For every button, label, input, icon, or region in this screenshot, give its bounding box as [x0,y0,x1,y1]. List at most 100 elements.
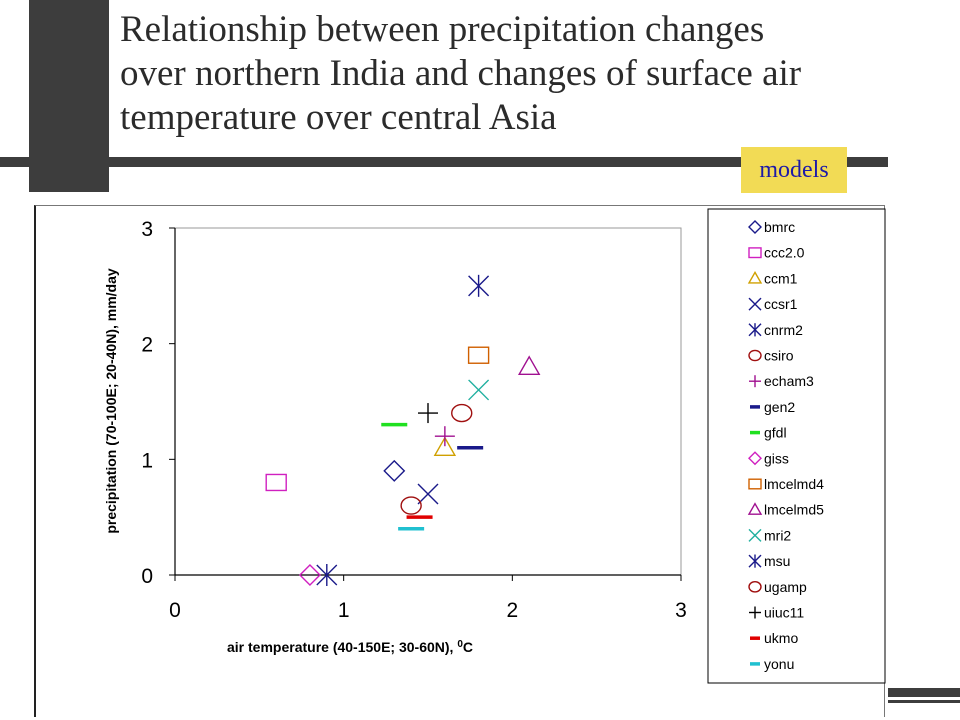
legend-label: ugamp [764,579,807,595]
legend-label: gfdl [764,425,787,441]
legend-item: uiuc11 [749,605,804,621]
x-marker-stroke [417,483,439,505]
data-point-msu [316,564,338,586]
x-tick-label: 0 [169,599,181,622]
x-marker-stroke [468,379,490,401]
x-tick-label: 1 [338,599,350,622]
circle-marker [451,403,473,423]
legend-item: ugamp [748,579,807,595]
models-badge: models [741,147,847,193]
scatter-chart: 0 1 2 3 0 1 2 3 air temperature (40-150E; 30-6… [103,208,886,684]
y-tick-label: 2 [141,334,153,357]
triangle-marker [747,270,763,284]
square-marker [467,346,490,364]
slide-title: Relationship between precipitation chang… [120,8,940,140]
legend-label: lmcelmd5 [764,502,824,518]
legend-item: ccsr1 [748,296,798,312]
data-point-giss [298,564,321,586]
legend-label: ccc2.0 [764,245,805,261]
diamond-marker [748,220,762,234]
y-axis-label: precipitation (70-100E; 20-40N), mm/day [103,268,119,534]
slide-title-line: temperature over central Asia [120,97,557,138]
legend-item: yonu [750,656,794,672]
legend-marker [748,220,762,234]
square-marker [748,478,762,490]
y-tick-label: 1 [141,449,153,472]
legend-item: gfdl [750,425,787,441]
legend-label: gen2 [764,399,795,415]
plot-border [174,227,682,576]
data-point-ccc2-0 [265,473,287,492]
x-axis-label-main: air temperature (40-150E; 30-60N), [227,639,457,655]
data-point-ugamp [400,496,422,515]
data-point-ccm1 [433,436,457,456]
plot-area [174,227,682,576]
x-axis-label-unit: C [463,639,473,655]
x-axis-label: air temperature (40-150E; 30-60N), 0C [227,639,473,656]
data-point-bmrc [383,459,406,482]
legend-item: mri2 [748,527,791,543]
chart-frame: 0 1 2 3 0 1 2 3 air temperature (40-150E; 30-6… [34,205,886,717]
legend-item: msu [748,553,790,569]
decorative-line-bottom [888,688,960,697]
square-marker [748,247,762,259]
legend-label: giss [764,450,789,466]
legend-label: lmcelmd4 [764,476,824,492]
square-marker [265,473,287,492]
diamond-marker [748,451,762,466]
legend-marker [747,502,763,515]
y-tick-label: 3 [141,218,153,241]
circle-marker [748,349,762,362]
legend-label: ccm1 [764,270,798,286]
legend-marker [748,349,762,362]
legend-item: bmrc [748,219,795,235]
legend-marker [748,323,762,337]
diamond-marker [383,459,406,482]
legend-item: csiro [748,348,794,364]
x-tick-label: 3 [675,599,687,622]
x-marker-stroke [748,528,762,542]
legend-label: yonu [764,656,794,672]
legend-item: gen2 [750,399,795,415]
data-point-echam3 [434,426,455,447]
legend-marker [748,297,762,311]
legend-label: bmrc [764,219,795,235]
legend-item: lmcelmd5 [747,502,824,518]
legend-item: ukmo [750,630,798,646]
diamond-marker [298,564,321,586]
legend-marker [749,375,761,388]
data-point-uiuc11 [418,403,438,424]
triangle-marker [747,502,763,515]
legend-marker [747,270,763,284]
data-point-lmcelmd4 [467,346,490,364]
legend-marker [748,554,762,568]
data-point-mri2 [468,379,490,401]
legend-item: ccc2.0 [748,245,805,261]
legend-item: echam3 [749,373,814,389]
legend-label: csiro [764,348,794,364]
legend-label: cnrm2 [764,322,803,338]
legend-item: lmcelmd4 [748,476,824,492]
decorative-line-bottom-thin [888,700,960,703]
x-axis-ticks: 0 1 2 3 [169,574,687,622]
legend-box [707,208,886,684]
slide-title-line: Relationship between precipitation chang… [120,9,765,50]
legend-marker [749,606,761,619]
data-point-ccsr1 [417,483,439,505]
data-point-csiro [451,403,473,423]
data-point-cnrm2 [468,274,490,297]
circle-marker [400,496,422,515]
triangle-marker [433,436,457,456]
legend-marker [748,478,762,490]
data-points [265,274,541,586]
x-tick-label: 2 [506,599,518,622]
legend-label: ukmo [764,630,798,646]
slide-title-line: over northern India and changes of surfa… [120,53,802,94]
x-marker-stroke [748,297,762,311]
triangle-marker [517,355,541,376]
decorative-line-top [0,157,888,167]
legend-label: ccsr1 [764,296,798,312]
legend-marker [748,451,762,466]
legend-item: cnrm2 [748,322,803,338]
circle-marker [748,580,762,593]
